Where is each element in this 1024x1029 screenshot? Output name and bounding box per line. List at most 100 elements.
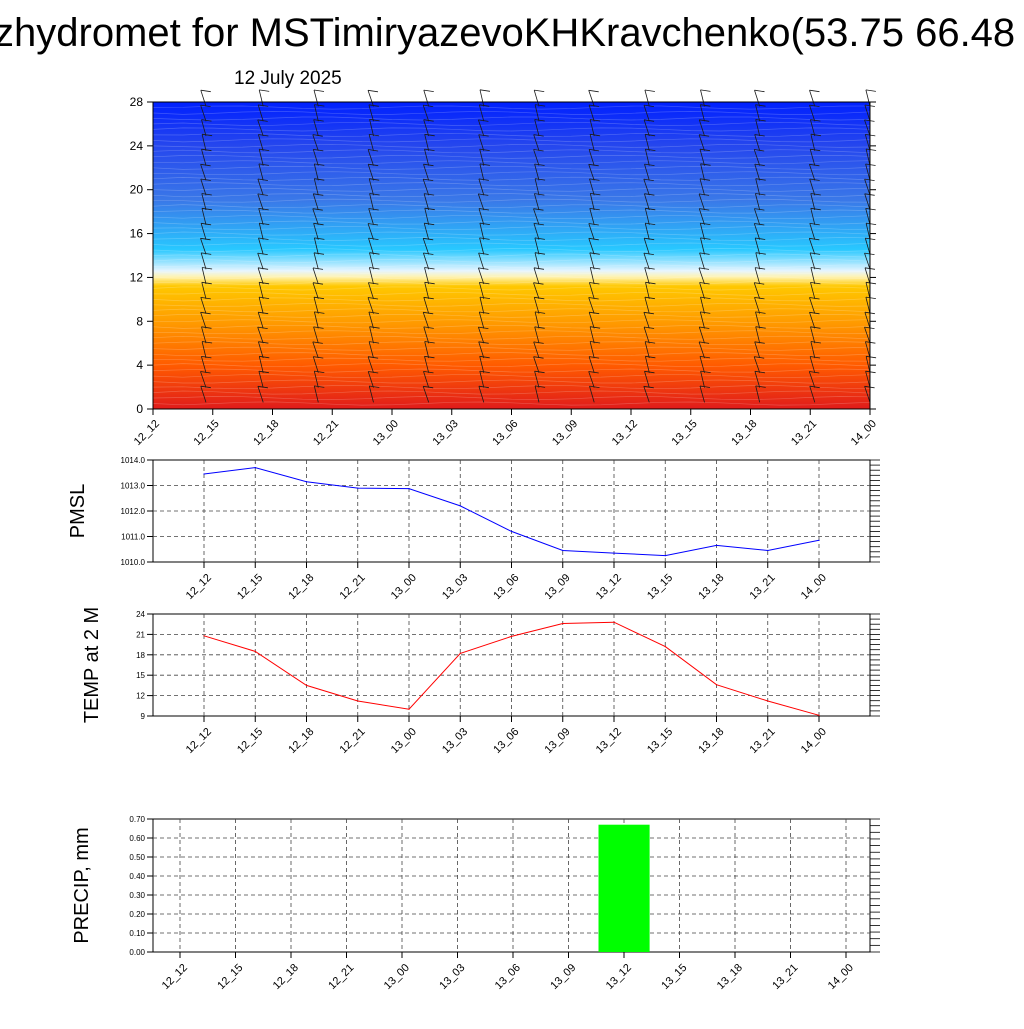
wind-barb: [534, 178, 540, 196]
wind-barb: [643, 104, 650, 122]
wind-barb: [753, 223, 761, 240]
wind-barb: [534, 237, 540, 255]
wind-barb: [479, 223, 485, 240]
wind-barb: [312, 282, 319, 299]
data-point: [562, 622, 564, 625]
wind-barb: [809, 90, 816, 107]
data-point: [562, 549, 564, 552]
x-tick-label: 13_03: [437, 962, 467, 992]
wind-barb-feather: [866, 222, 877, 225]
wind-barb-feather: [534, 89, 545, 92]
wind-barb: [810, 267, 816, 285]
x-tick-label: 12_15: [235, 572, 265, 602]
wind-barb: [478, 341, 485, 359]
wind-barb: [314, 104, 319, 122]
y-axis-label: PRECIP, mm: [71, 827, 93, 943]
y-tick-label: 1011.0: [121, 533, 145, 542]
wind-barb-feather: [865, 163, 876, 166]
wind-barb-feather: [314, 104, 325, 107]
contour-line: [152, 253, 871, 258]
x-tick-label: 13_00: [389, 726, 419, 756]
wind-barb: [809, 297, 816, 314]
wind-barb: [864, 237, 871, 255]
wind-barb: [589, 193, 595, 211]
wind-barb-feather: [201, 252, 212, 255]
y-tick-label: 0.50: [129, 853, 145, 862]
wind-barb-feather: [645, 133, 656, 137]
contour-line: [152, 313, 871, 318]
y-tick-label: 0.60: [129, 834, 145, 843]
wind-barb: [534, 326, 540, 344]
x-tick-label: 14_00: [849, 418, 879, 448]
wind-barb-feather: [258, 163, 269, 166]
contour-line: [152, 138, 871, 143]
wind-barb-feather: [313, 89, 325, 92]
wind-barb-feather: [810, 148, 821, 152]
wind-barb: [864, 193, 871, 211]
wind-barb: [367, 149, 374, 166]
wind-barb-feather: [700, 163, 711, 166]
y-tick-label: 0.40: [129, 872, 145, 881]
wind-barb: [754, 163, 761, 181]
wind-barb: [699, 282, 705, 299]
wind-barb-feather: [201, 281, 212, 285]
wind-barb-feather: [369, 252, 380, 255]
wind-barb-feather: [535, 104, 546, 107]
data-point: [613, 621, 615, 623]
wind-barb: [533, 149, 540, 166]
contour-line: [152, 363, 871, 368]
data-point: [203, 473, 205, 475]
wind-barb: [589, 385, 595, 403]
wind-barb: [698, 341, 705, 359]
bar: [598, 824, 650, 952]
wind-barb: [479, 282, 485, 299]
wind-barb-feather: [755, 311, 766, 314]
wind-barb: [864, 134, 871, 151]
wind-barb-feather: [534, 237, 545, 240]
wind-barb-feather: [810, 356, 821, 359]
x-tick-label: 14_00: [826, 962, 856, 992]
x-tick-label: 12_21: [338, 726, 368, 756]
wind-barb: [478, 134, 485, 151]
y-tick-label: 9: [141, 712, 146, 721]
x-tick-label: 13_21: [770, 962, 800, 992]
data-point: [357, 700, 359, 702]
data-point: [818, 714, 820, 716]
contour-line: [152, 302, 871, 307]
wind-barb: [754, 208, 761, 225]
wind-barb-feather: [314, 178, 325, 181]
contour-line: [152, 352, 871, 357]
wind-barb-feather: [478, 208, 490, 211]
contour-line: [152, 280, 871, 285]
contour-line: [152, 396, 871, 400]
wind-barb: [865, 148, 871, 166]
wind-barb: [755, 326, 761, 344]
wind-barb-feather: [479, 237, 490, 240]
wind-barb: [755, 385, 761, 403]
wind-barb: [644, 341, 650, 359]
contour-line: [152, 154, 871, 159]
wind-barb: [644, 297, 650, 314]
wind-barb: [368, 282, 374, 299]
wind-barb-feather: [314, 163, 325, 166]
wind-barb-feather: [534, 119, 545, 122]
wind-barb-feather: [590, 326, 601, 329]
page-subtitle: 12 July 2025: [234, 68, 342, 89]
wind-barb: [257, 267, 264, 285]
wind-barb-feather: [810, 193, 821, 196]
wind-barb-feather: [810, 133, 821, 137]
wind-barb-feather: [535, 385, 546, 388]
wind-barb: [698, 267, 705, 285]
contour-line: [152, 176, 871, 181]
contour-line: [152, 149, 871, 154]
wind-barb: [368, 104, 374, 122]
heatmap-panel: 0 4 8 12 16 20 24 28 12_12 12_15 12_18 12_21 13_00 13…: [130, 89, 879, 448]
wind-barb: [367, 356, 374, 373]
wind-barb: [865, 341, 871, 359]
wind-barb: [644, 163, 650, 181]
wind-barb-feather: [424, 222, 435, 226]
wind-barb: [589, 119, 595, 137]
contour-line: [152, 215, 871, 220]
y-tick-label: 0.00: [129, 948, 145, 957]
